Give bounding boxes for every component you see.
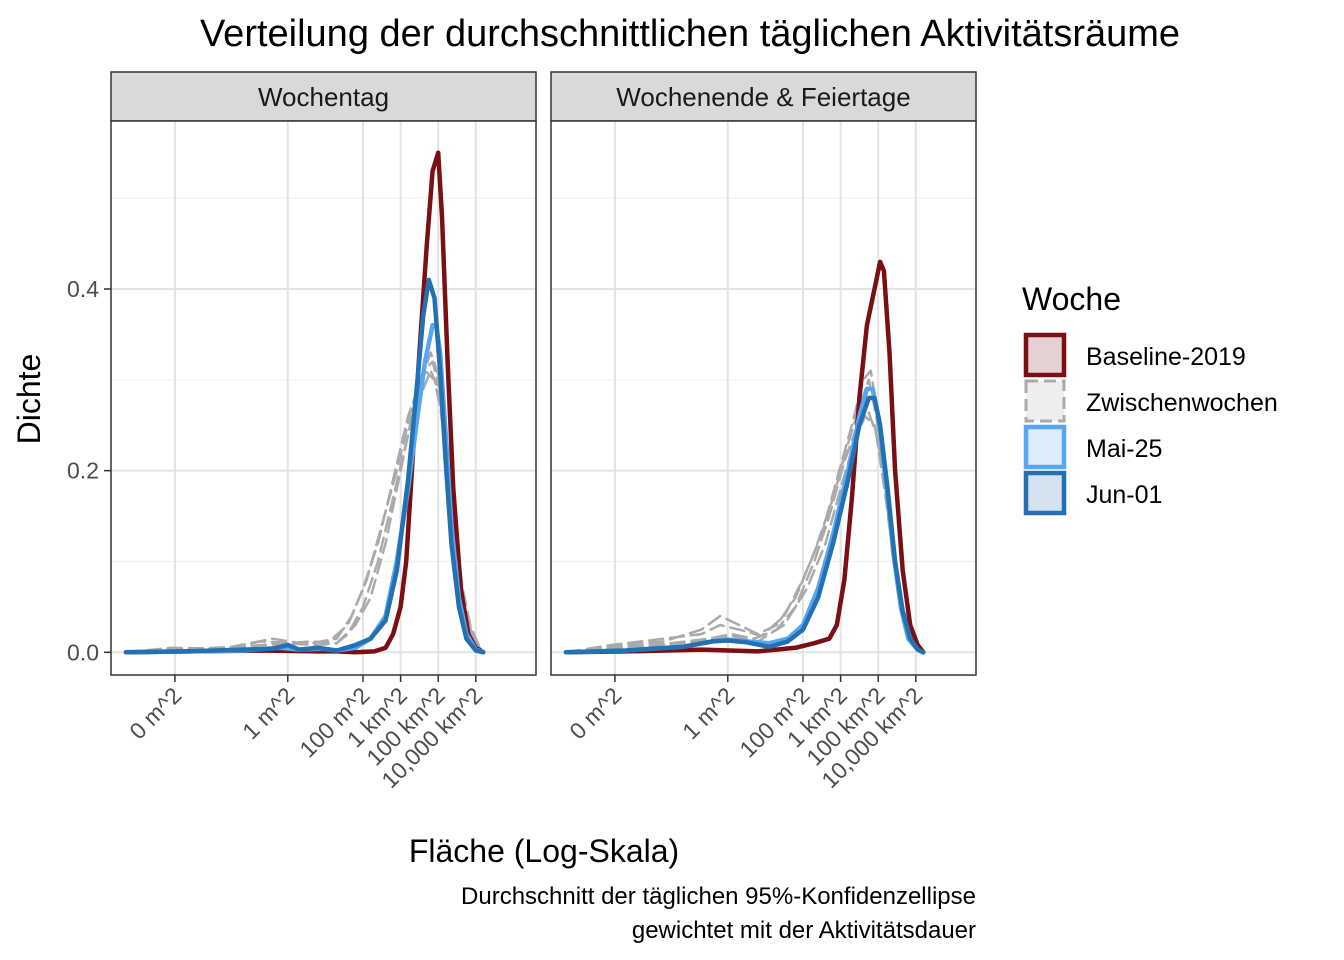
- panel-border: [110, 120, 537, 676]
- density-line: [564, 369, 925, 654]
- x-tick-label: 0 m^2: [124, 682, 186, 744]
- legend: Woche Baseline-2019 Zwischenwochen Mai-25 J…: [1022, 281, 1278, 516]
- legend-label: Baseline-2019: [1086, 343, 1246, 371]
- density-line: [563, 259, 926, 655]
- legend-label: Jun-01: [1086, 481, 1162, 509]
- facet-strip-label: Wochentag: [258, 82, 389, 112]
- legend-swatch: [1023, 470, 1067, 516]
- y-tick-label: 0.0: [67, 639, 99, 665]
- facet-strip: [110, 71, 537, 122]
- legend-label: Mai-25: [1086, 435, 1162, 463]
- legend-swatch: [1023, 332, 1067, 378]
- y-tick-label: 0.4: [67, 276, 99, 302]
- chart-title: Verteilung der durchschnittlichen täglic…: [200, 13, 1180, 55]
- density-line: [563, 395, 926, 655]
- legend-key: Mai-25: [1023, 424, 1162, 470]
- y-tick-label: 0.2: [67, 458, 99, 484]
- facet-strip: [550, 71, 977, 122]
- density-line: [123, 277, 486, 655]
- y-axis-title: Dichte: [11, 354, 47, 445]
- legend-swatch: [1024, 379, 1066, 423]
- legend-key: Zwischenwochen: [1024, 379, 1278, 423]
- caption-line-2: gewichtet mit der Aktivitätsdauer: [632, 917, 976, 944]
- legend-label: Zwischenwochen: [1086, 389, 1278, 417]
- x-tick-label: 1 m^2: [237, 682, 299, 744]
- panel-background: [111, 121, 536, 675]
- x-tick-label: 1 m^2: [677, 682, 739, 744]
- panel-border: [550, 120, 977, 676]
- x-tick-label: 0 m^2: [564, 682, 626, 744]
- legend-key: Baseline-2019: [1023, 332, 1246, 378]
- legend-title: Woche: [1022, 281, 1121, 317]
- legend-key: Jun-01: [1023, 470, 1162, 516]
- facet-strip-label: Wochenende & Feiertage: [616, 82, 910, 112]
- caption-line-1: Durchschnitt der täglichen 95%-Konfidenz…: [461, 883, 976, 910]
- legend-swatch: [1023, 424, 1067, 470]
- x-axis-title: Fläche (Log-Skala): [409, 833, 679, 869]
